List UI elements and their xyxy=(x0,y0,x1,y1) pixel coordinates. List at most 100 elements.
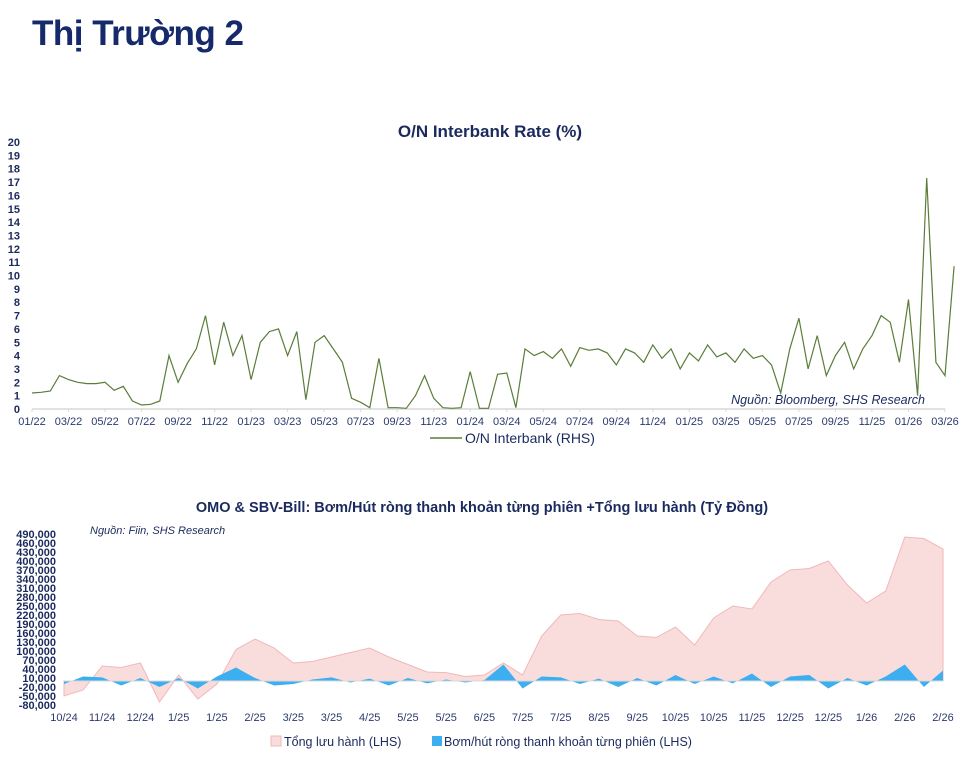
y-tick-label: 160,000 xyxy=(16,628,56,640)
y-tick-label: 19 xyxy=(8,150,20,162)
x-tick-label: 10/25 xyxy=(700,712,728,724)
y-tick-label: 9 xyxy=(14,284,20,296)
y-tick-label: 490,000 xyxy=(16,529,56,541)
y-tick-label: 8 xyxy=(14,297,20,309)
x-tick-label: 03/25 xyxy=(712,416,740,428)
x-tick-label: 12/25 xyxy=(776,712,804,724)
x-tick-label: 07/22 xyxy=(128,416,156,428)
omo-chart: OMO & SBV-Bill: Bơm/Hút ròng thanh khoản… xyxy=(16,500,953,749)
x-tick-label: 07/25 xyxy=(785,416,813,428)
chart-source: Nguồn: Fiin, SHS Research xyxy=(90,525,225,537)
y-tick-label: -20,000 xyxy=(19,682,56,694)
x-tick-label: 11/24 xyxy=(89,712,116,724)
x-tick-label: 1/25 xyxy=(168,712,189,724)
x-tick-label: 09/25 xyxy=(822,416,850,428)
y-tick-label: 280,000 xyxy=(16,592,56,604)
x-tick-label: 11/22 xyxy=(201,416,228,428)
legend-swatch-net xyxy=(432,736,442,746)
y-tick-label: 10 xyxy=(8,271,20,283)
x-tick-label: 2/25 xyxy=(244,712,265,724)
area-bom-hut-rong xyxy=(64,664,943,689)
legend-label-total: Tổng lưu hành (LHS) xyxy=(284,735,401,749)
x-tick-label: 09/24 xyxy=(603,416,631,428)
legend-swatch-total xyxy=(270,735,282,747)
y-tick-label: 220,000 xyxy=(16,610,56,622)
x-tick-label: 01/24 xyxy=(456,416,484,428)
x-tick-label: 11/25 xyxy=(859,416,886,428)
x-tick-label: 10/25 xyxy=(662,712,690,724)
x-tick-label: 10/24 xyxy=(50,712,78,724)
y-tick-label: 1 xyxy=(14,391,20,403)
x-tick-label: 07/24 xyxy=(566,416,594,428)
y-tick-label: 5 xyxy=(14,337,20,349)
y-tick-label: 10,000 xyxy=(22,673,56,685)
y-tick-label: 70,000 xyxy=(22,655,56,667)
x-tick-label: 03/24 xyxy=(493,416,521,428)
page-title: Thị Trường 2 xyxy=(32,14,244,53)
y-tick-label: -80,000 xyxy=(19,700,56,712)
legend-label: O/N Interbank (RHS) xyxy=(465,430,595,446)
y-tick-label: 18 xyxy=(8,164,20,176)
chart-source: Nguồn: Bloomberg, SHS Research xyxy=(731,393,925,407)
x-tick-label: 05/24 xyxy=(530,416,558,428)
y-tick-label: 6 xyxy=(14,324,20,336)
area-tong-luu-hanh xyxy=(63,536,944,703)
y-tick-label: 3 xyxy=(14,364,20,376)
x-tick-label: 09/22 xyxy=(164,416,192,428)
y-tick-label: 0 xyxy=(14,404,20,416)
x-tick-label: 12/24 xyxy=(127,712,155,724)
x-tick-label: 1/26 xyxy=(856,712,877,724)
y-tick-label: 190,000 xyxy=(16,619,56,631)
x-tick-label: 03/22 xyxy=(55,416,83,428)
series-line-on-interbank xyxy=(31,177,955,409)
y-tick-label: 100,000 xyxy=(16,646,56,658)
chart-title: O/N Interbank Rate (%) xyxy=(398,122,582,141)
x-tick-label: 1/25 xyxy=(206,712,227,724)
x-tick-label: 3/25 xyxy=(321,712,342,724)
x-tick-label: 7/25 xyxy=(550,712,571,724)
y-tick-label: 430,000 xyxy=(16,547,56,559)
x-tick-label: 2/26 xyxy=(894,712,915,724)
y-tick-label: 40,000 xyxy=(22,664,56,676)
x-tick-label: 01/26 xyxy=(895,416,923,428)
x-tick-label: 4/25 xyxy=(359,712,380,724)
y-tick-label: 11 xyxy=(8,257,20,269)
x-tick-label: 03/23 xyxy=(274,416,302,428)
y-tick-label: 4 xyxy=(14,351,21,363)
y-tick-label: 13 xyxy=(8,230,20,242)
x-tick-label: 5/25 xyxy=(397,712,418,724)
x-tick-label: 6/25 xyxy=(474,712,495,724)
x-tick-label: 09/23 xyxy=(383,416,411,428)
y-tick-label: 400,000 xyxy=(16,556,56,568)
y-tick-label: 250,000 xyxy=(16,601,56,613)
interbank-chart: O/N Interbank Rate (%) 01234567891011121… xyxy=(8,122,959,446)
x-tick-label: 9/25 xyxy=(627,712,648,724)
y-tick-label: 370,000 xyxy=(16,565,56,577)
y-tick-label: -50,000 xyxy=(19,691,56,703)
x-tick-label: 3/25 xyxy=(283,712,304,724)
x-tick-label: 11/25 xyxy=(739,712,766,724)
y-tick-label: 340,000 xyxy=(16,574,56,586)
x-tick-label: 01/23 xyxy=(237,416,265,428)
y-axis: 490,000460,000430,000400,000370,000340,0… xyxy=(16,529,56,712)
x-axis: 10/24 11/24 12/24 1/25 1/25 2/25 3/25 3/25 4/25 5… xyxy=(50,712,953,724)
y-tick-label: 20 xyxy=(8,137,20,149)
y-tick-label: 16 xyxy=(8,190,20,202)
x-tick-label: 11/24 xyxy=(639,416,666,428)
x-tick-label: 05/22 xyxy=(91,416,119,428)
x-tick-label: 01/25 xyxy=(676,416,704,428)
x-tick-label: 12/25 xyxy=(815,712,843,724)
x-tick-label: 8/25 xyxy=(588,712,609,724)
y-tick-label: 17 xyxy=(8,177,20,189)
chart-title: OMO & SBV-Bill: Bơm/Hút ròng thanh khoản… xyxy=(196,500,768,516)
y-tick-label: 7 xyxy=(14,311,20,323)
y-tick-label: 14 xyxy=(8,217,21,229)
legend-label-net: Bơm/hút ròng thanh khoản từng phiên (LHS… xyxy=(444,735,692,749)
x-tick-label: 05/25 xyxy=(749,416,777,428)
x-tick-label: 05/23 xyxy=(310,416,338,428)
x-axis: 01/22 03/22 05/22 07/22 09/22 11/22 01/23 03/23… xyxy=(18,409,959,428)
y-tick-label: 130,000 xyxy=(16,637,56,649)
x-tick-label: 03/26 xyxy=(931,416,959,428)
